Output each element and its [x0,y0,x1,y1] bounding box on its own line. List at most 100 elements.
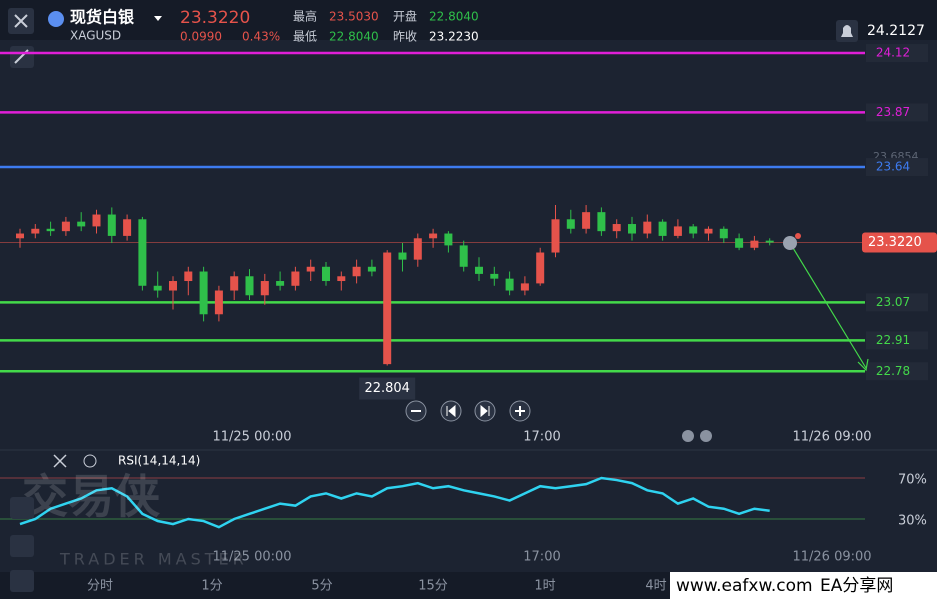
candle-body [107,214,116,236]
candle-body [138,219,147,286]
candle-body [612,224,621,232]
close-icon [14,14,28,28]
candle-body [46,228,55,232]
open-label: 开盘 [393,9,417,24]
candle-body [260,281,269,296]
candle-body [31,228,40,234]
time-label: 17:00 [523,430,560,445]
info-icon[interactable] [783,236,797,250]
candle-body [245,276,254,296]
candle-body [628,224,636,234]
price-level-tag [866,44,928,63]
high-label: 最高 [293,9,317,24]
candle-body [306,266,315,272]
candle-body [123,219,132,236]
price-level-tag [866,158,928,177]
tabs: 分时 1分 5分 15分 1时 4时 [87,579,667,594]
low: 22.8040 [329,30,379,44]
annotation-box [359,377,416,400]
timeframe-tab[interactable]: 4时 [645,579,666,594]
price-level-tag [866,293,928,312]
price: 23.3220 [180,8,250,28]
timeframe-tab[interactable]: 1分 [201,579,222,594]
candle-body [444,233,453,246]
candle-body [704,228,713,234]
price-level-label: 23.87 [876,105,910,119]
candle-body [429,233,438,239]
candle-body [16,233,24,239]
time-label: 17:00 [523,550,560,565]
time-label: 11/26 09:00 [792,430,871,445]
time-label: 11/25 00:00 [212,550,291,565]
candle-body [505,278,514,291]
candle-body [199,271,208,315]
candle-body [582,212,591,229]
toggle-dot[interactable] [682,430,694,442]
candle-body [398,252,407,260]
rsi-tick-label: 30% [898,513,927,528]
plus-icon [515,406,525,416]
candle-body [337,276,346,282]
header-bar [0,0,937,40]
rsi-title: RSI(14,14,14) [118,454,200,468]
rsi-tick-label: 70% [898,473,927,488]
side-button[interactable] [10,570,34,592]
info-dot [795,233,801,239]
candle-body [719,228,728,239]
nav-buttons [405,400,712,442]
main-chart: 23.685424.1223.8723.6423.0722.9122.7823.… [0,44,937,445]
price-level-label: 23.07 [876,295,910,309]
last-price-tag [862,232,937,253]
time-label: 11/26 09:00 [792,550,871,565]
candle-body [536,252,545,284]
timeframe-tab[interactable]: 5分 [311,579,332,594]
symbol-name[interactable]: 现货白银 [70,8,135,27]
candle-body [367,266,376,272]
candle-body [643,221,652,234]
candle-body [750,240,759,248]
candle-body [77,221,86,227]
prev-close: 23.2230 [429,30,479,44]
price-level-tag [866,362,928,381]
candle-body [551,219,560,253]
watermark-site: www.eafxw.com [676,576,813,596]
top-right-price: 24.2127 [867,23,925,39]
rsi-settings-icon[interactable] [83,454,97,468]
price-level-label: 24.12 [876,46,910,60]
time-label: 11/25 00:00 [212,430,291,445]
toggle-dot[interactable] [700,430,712,442]
candle-body [169,281,177,291]
timeframe-tab[interactable]: 1时 [534,579,555,594]
candle-body [153,285,162,291]
watermark-site-name: EA分享网 [820,576,893,596]
dropdown-icon[interactable] [154,16,162,21]
last-price-label: 23.3220 [868,235,922,250]
candle-body [735,238,744,248]
candle-body [566,219,575,229]
timeframe-tab[interactable]: 15分 [418,579,448,594]
change-pct: 0.43% [242,30,280,44]
candle-body [765,240,774,243]
candle-body [597,212,606,232]
candle-body [214,290,223,315]
price-level-tag [866,103,928,122]
open: 22.8040 [429,10,479,24]
arrow-head [857,358,869,372]
side-button[interactable] [10,535,34,557]
rsi-close-icon[interactable] [53,454,67,468]
candle-body [383,252,392,365]
prev-label: 昨收 [393,30,417,44]
candle-body [291,271,300,286]
candle-body [230,276,239,291]
change: 0.0990 [180,30,222,44]
timeframe-tab[interactable]: 分时 [87,579,113,594]
candle-body [475,266,483,274]
annotation: 22.804 [364,381,410,396]
candle-body [413,238,422,260]
side-button[interactable] [10,497,34,519]
candle-body [352,266,361,277]
candle-body [61,221,70,232]
forward-icon [480,404,490,418]
candle-body [490,273,499,279]
